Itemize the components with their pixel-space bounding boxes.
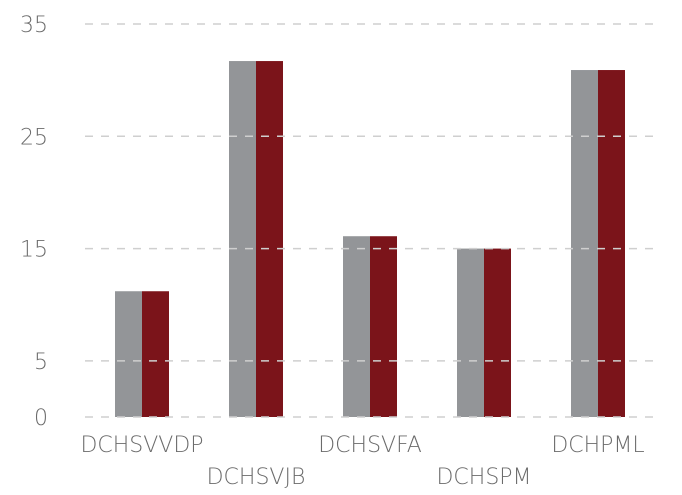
bar [484, 248, 511, 417]
bar [571, 70, 598, 417]
bar [256, 61, 283, 417]
bar [457, 248, 484, 417]
bar [343, 236, 370, 417]
bar [370, 236, 397, 417]
y-tick-label: 0 [34, 406, 48, 431]
bar [229, 61, 256, 417]
x-tick-label: DCHSPM [436, 465, 531, 490]
bar [142, 291, 169, 417]
x-tick-label: DCHPML [551, 433, 644, 458]
bar [598, 70, 625, 417]
y-tick-label: 5 [34, 350, 48, 375]
y-tick-label: 15 [20, 238, 48, 263]
x-tick-label: DCHSVFA [318, 433, 422, 458]
x-tick-label: DCHSVJB [207, 465, 306, 490]
x-tick-label: DCHSVVDP [80, 433, 203, 458]
bar [115, 291, 142, 417]
y-tick-label: 35 [20, 13, 48, 38]
y-tick-label: 25 [20, 125, 48, 150]
